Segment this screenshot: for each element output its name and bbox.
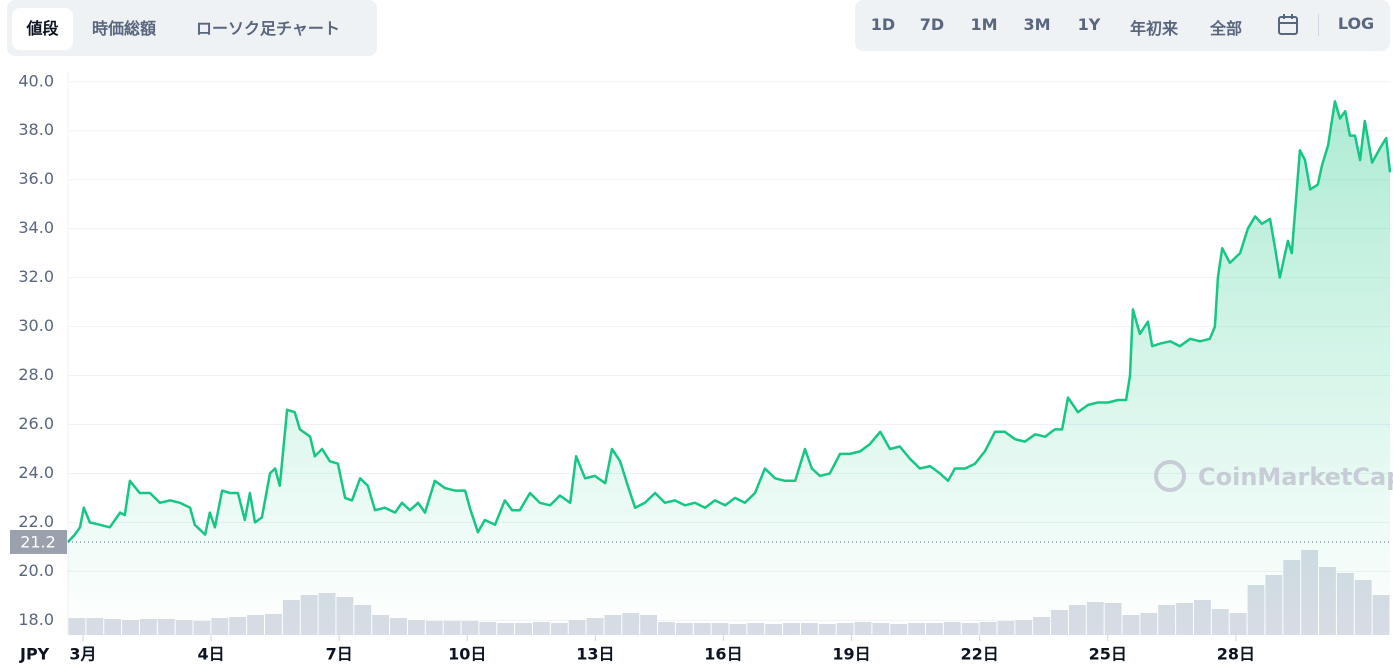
- range-button[interactable]: 7D: [919, 15, 945, 34]
- y-tick-label: 20.0: [18, 561, 54, 580]
- range-button[interactable]: 3M: [1023, 15, 1051, 34]
- y-tick-label: 34.0: [18, 218, 54, 237]
- x-tick-label: 16日: [704, 645, 742, 664]
- x-tick-label: 25日: [1089, 645, 1127, 664]
- x-tick-label: 10日: [448, 645, 486, 664]
- price-tag-label: 21.2: [20, 532, 56, 551]
- tab[interactable]: 時価総額: [92, 19, 157, 38]
- x-tick-label: 19日: [832, 645, 870, 664]
- range-button[interactable]: 1Y: [1077, 15, 1101, 34]
- calendar-icon[interactable]: [1277, 13, 1299, 37]
- tab[interactable]: 値段: [12, 8, 73, 50]
- price-line: [67, 100, 1392, 543]
- x-tick-label: 4日: [197, 645, 224, 664]
- axis-unit: JPY: [19, 645, 50, 664]
- area: [68, 101, 1390, 635]
- separator: [1318, 14, 1319, 36]
- y-tick-label: 40.0: [18, 71, 54, 90]
- x-tick-label: 13日: [576, 645, 614, 664]
- x-tick-label: 7日: [326, 645, 353, 664]
- y-tick-label: 32.0: [18, 267, 54, 286]
- x-tick-label: 22日: [961, 645, 999, 664]
- watermark: CoinMarketCap: [1198, 463, 1393, 491]
- x-tick-label: 3月: [69, 645, 96, 664]
- y-tick-label: 30.0: [18, 316, 54, 335]
- range-button[interactable]: 全部: [1209, 19, 1243, 38]
- x-tick-label: 28日: [1217, 645, 1255, 664]
- y-tick-label: 26.0: [18, 414, 54, 433]
- range-button[interactable]: 1M: [970, 15, 998, 34]
- range-button[interactable]: 年初来: [1129, 19, 1179, 38]
- watermark-logo: [1154, 460, 1186, 492]
- range-bar: [855, 0, 1390, 51]
- range-button[interactable]: 1D: [870, 15, 896, 34]
- y-tick-label: 28.0: [18, 365, 54, 384]
- log-button[interactable]: LOG: [1337, 14, 1375, 33]
- y-tick-label: 18.0: [18, 610, 54, 629]
- y-tick-label: 38.0: [18, 120, 54, 139]
- tab[interactable]: ローソク足チャート: [196, 19, 340, 38]
- price-tag: [10, 529, 67, 554]
- y-tick-label: 22.0: [18, 512, 54, 531]
- y-tick-label: 24.0: [18, 463, 54, 482]
- y-tick-label: 36.0: [18, 169, 54, 188]
